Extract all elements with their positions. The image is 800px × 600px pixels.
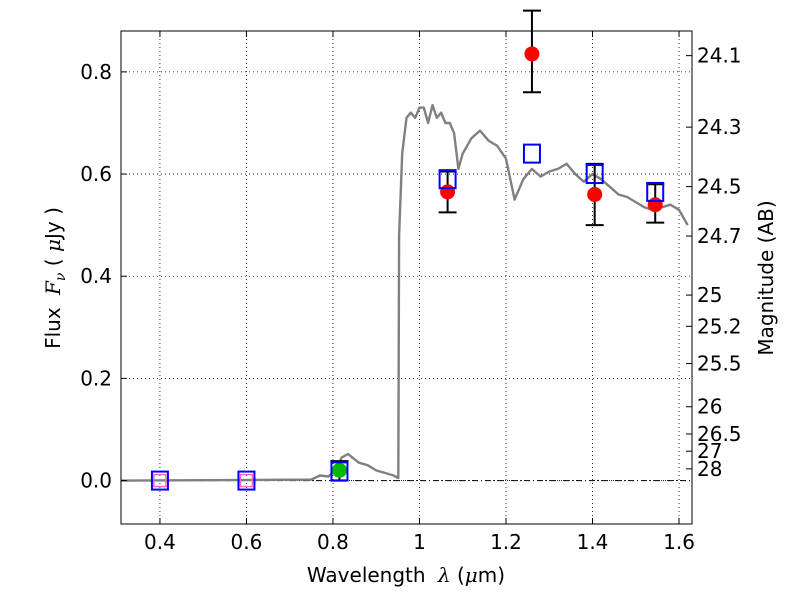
- mag-tick-label: 26.5: [697, 422, 742, 446]
- model-flux-square: [150, 470, 169, 491]
- model-flux-square: [330, 461, 349, 482]
- mag-tick-label: 28: [697, 457, 722, 481]
- y-tick-label: 0.2: [80, 366, 112, 390]
- model-flux-square: [585, 164, 604, 185]
- x-tick-label: 0.8: [317, 530, 349, 554]
- y-tick-label: 0.8: [80, 60, 112, 84]
- observed-point: [440, 184, 456, 200]
- x-tick-label: 1.4: [577, 530, 609, 554]
- sed-model-line: [120, 103, 689, 482]
- x-tick-label: 0.6: [231, 530, 263, 554]
- y-tick-label: 0.6: [80, 162, 112, 186]
- observed-point: [587, 186, 603, 202]
- mag-tick-label: 24.3: [697, 115, 742, 139]
- ticks: [121, 31, 692, 524]
- upper-limit-marker: [153, 473, 167, 488]
- mag-tick-label: 27: [697, 439, 722, 463]
- observed-point: [331, 462, 347, 478]
- mag-tick-label: 25.5: [697, 352, 742, 376]
- y-axis-title: Flux Fν ( μJy ): [41, 207, 69, 349]
- observed-point: [524, 46, 540, 62]
- y-tick-label: 0.0: [80, 469, 112, 493]
- model-flux-square: [646, 181, 665, 202]
- x-axis-title: Wavelength λ (μm): [307, 563, 505, 587]
- mag-tick-label: 24.1: [697, 44, 742, 68]
- mag-tick-label: 24.5: [697, 175, 742, 199]
- upper-limit-marker: [239, 473, 254, 488]
- plot-frame: [120, 30, 693, 525]
- model-flux-square: [438, 169, 457, 190]
- mag-tick-label: 25: [697, 283, 722, 307]
- series-layer: [120, 9, 689, 491]
- y2-axis-title: Magnitude (AB): [754, 200, 778, 355]
- observed-point: [647, 197, 663, 213]
- y-tick-label: 0.4: [80, 264, 112, 288]
- mag-tick-label: 26: [697, 395, 722, 419]
- mag-tick-label: 25.2: [697, 314, 742, 338]
- model-flux-square: [522, 143, 541, 164]
- tick-labels: 0.4 0.6 0.8 1 1.2 1.4 1.6 0.0 0.2 0.4 0.6 0.8 24.1 24…: [80, 44, 741, 554]
- model-flux-square: [237, 470, 256, 491]
- x-tick-label: 1: [413, 530, 426, 554]
- x-tick-label: 0.4: [144, 530, 176, 554]
- x-tick-label: 1.6: [663, 530, 695, 554]
- mag-tick-label: 24.7: [697, 224, 742, 248]
- x-tick-label: 1.2: [490, 530, 522, 554]
